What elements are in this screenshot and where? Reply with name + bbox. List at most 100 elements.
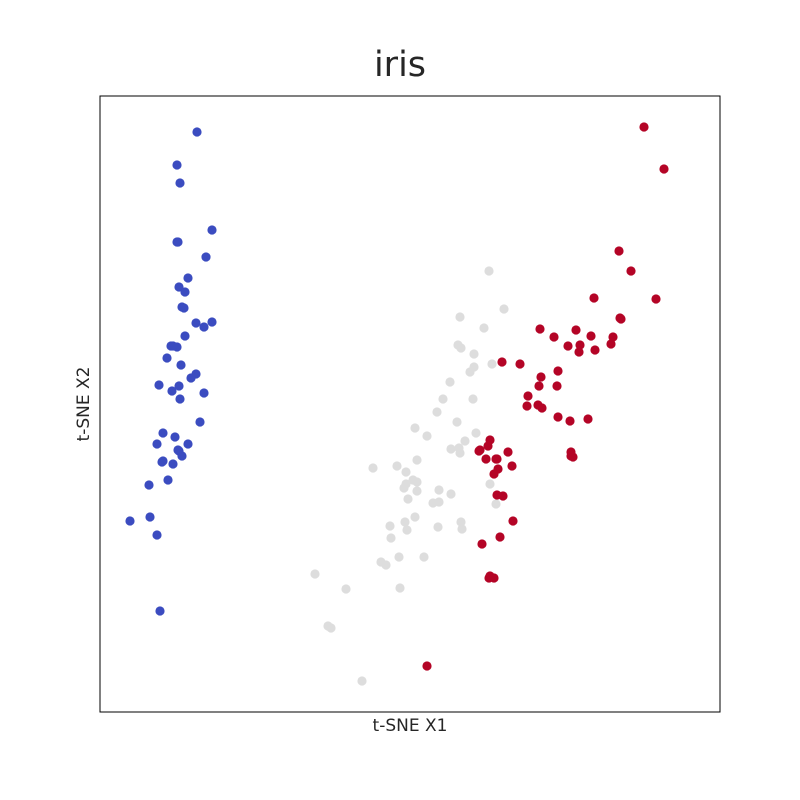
scatter-point [385, 521, 395, 531]
scatter-point [144, 480, 154, 490]
scatter-point [207, 317, 217, 327]
scatter-point [173, 445, 183, 455]
scatter-point [357, 676, 367, 686]
scatter-point [452, 417, 462, 427]
scatter-point [469, 349, 479, 359]
scatter-point [392, 461, 402, 471]
scatter-point [455, 312, 465, 322]
scatter-point [553, 412, 563, 422]
scatter-point [195, 417, 205, 427]
scatter-point [183, 439, 193, 449]
scatter-point [403, 494, 413, 504]
scatter-point [549, 332, 559, 342]
scatter-point [456, 517, 466, 527]
scatter-point [626, 266, 636, 276]
scatter-point [199, 322, 209, 332]
scatter-point [508, 516, 518, 526]
scatter-point [168, 341, 178, 351]
scatter-point [152, 439, 162, 449]
scatter-point [563, 341, 573, 351]
scatter-point [445, 377, 455, 387]
scatter-point [489, 573, 499, 583]
scatter-point [479, 323, 489, 333]
scatter-point [310, 569, 320, 579]
scatter-point [145, 512, 155, 522]
scatter-point [395, 583, 405, 593]
scatter-point [186, 373, 196, 383]
scatter-point [515, 359, 525, 369]
scatter-point [428, 498, 438, 508]
scatter-point [651, 294, 661, 304]
scatter-point [608, 332, 618, 342]
scatter-point [503, 447, 513, 457]
scatter-point [481, 454, 491, 464]
scatter-point [487, 359, 497, 369]
scatter-point [401, 467, 411, 477]
scatter-point [326, 623, 336, 633]
scatter-point [534, 381, 544, 391]
scatter-point [489, 469, 499, 479]
scatter-point [394, 552, 404, 562]
scatter-point [191, 318, 201, 328]
scatter-point [468, 394, 478, 404]
scatter-point [499, 304, 509, 314]
scatter-point [438, 394, 448, 404]
scatter-point [606, 339, 616, 349]
scatter-point [471, 428, 481, 438]
scatter-point [492, 454, 502, 464]
scatter-point [173, 237, 183, 247]
scatter-point [456, 343, 466, 353]
scatter-point [176, 360, 186, 370]
scatter-point [590, 345, 600, 355]
scatter-point [399, 483, 409, 493]
scatter-point [491, 499, 501, 509]
scatter-point [422, 431, 432, 441]
scatter-point [495, 532, 505, 542]
scatter-point [400, 517, 410, 527]
scatter-point [168, 459, 178, 469]
scatter-point [412, 455, 422, 465]
scatter-point [125, 516, 135, 526]
scatter-point [465, 367, 475, 377]
series-versicolor [310, 266, 509, 686]
scatter-point [432, 407, 442, 417]
scatter-point [507, 461, 517, 471]
scatter-point [174, 381, 184, 391]
scatter-point [408, 475, 418, 485]
scatter-point [586, 331, 596, 341]
scatter-point [537, 403, 547, 413]
scatter-point [616, 314, 626, 324]
scatter-point [583, 414, 593, 424]
scatter-point [170, 432, 180, 442]
scatter-point [484, 266, 494, 276]
scatter-point [341, 584, 351, 594]
scatter-point [199, 388, 209, 398]
scatter-point [175, 178, 185, 188]
scatter-point [474, 446, 484, 456]
scatter-point [152, 530, 162, 540]
scatter-point [446, 489, 456, 499]
scatter-point [535, 324, 545, 334]
scatter-point [460, 436, 470, 446]
scatter-point [180, 287, 190, 297]
chart-title: iris [373, 45, 427, 85]
x-axis-label: t-SNE X1 [372, 716, 448, 736]
scatter-point [565, 416, 575, 426]
scatter-point [483, 441, 493, 451]
scatter-point [163, 475, 173, 485]
scatter-point [386, 533, 396, 543]
scatter-point [162, 353, 172, 363]
scatter-point [497, 357, 507, 367]
scatter-point [175, 394, 185, 404]
scatter-point [523, 391, 533, 401]
scatter-point [574, 347, 584, 357]
series-setosa [125, 127, 217, 616]
scatter-point [614, 246, 624, 256]
scatter-point [192, 127, 202, 137]
scatter-point [433, 522, 443, 532]
scatter-point [485, 479, 495, 489]
scatter-point [167, 386, 177, 396]
scatter-point [183, 273, 193, 283]
